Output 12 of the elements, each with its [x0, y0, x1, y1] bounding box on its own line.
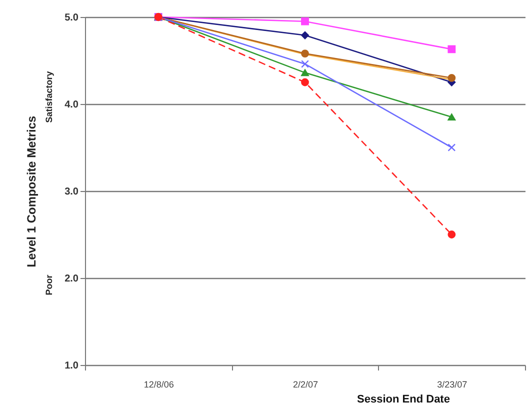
y-tick-label: 4.0 [64, 100, 79, 110]
text: Satisfactory [44, 71, 54, 123]
x-axis-title: Session End Date [357, 394, 450, 406]
y-tick-label: 5.0 [64, 12, 79, 24]
y-tick-label: 3.0 [64, 186, 79, 198]
y-axis-title: Level 1 Composite Metrics [24, 115, 39, 268]
x-tick-label: 12/8/06 [144, 380, 174, 390]
text: Poor [44, 274, 54, 296]
x-tick-label: 3/23/07 [437, 380, 468, 390]
y-tick-label: 2.0 [64, 274, 79, 284]
x-tick-label: 2/2/07 [292, 380, 318, 390]
y-tick-label: 1.0 [64, 360, 79, 372]
